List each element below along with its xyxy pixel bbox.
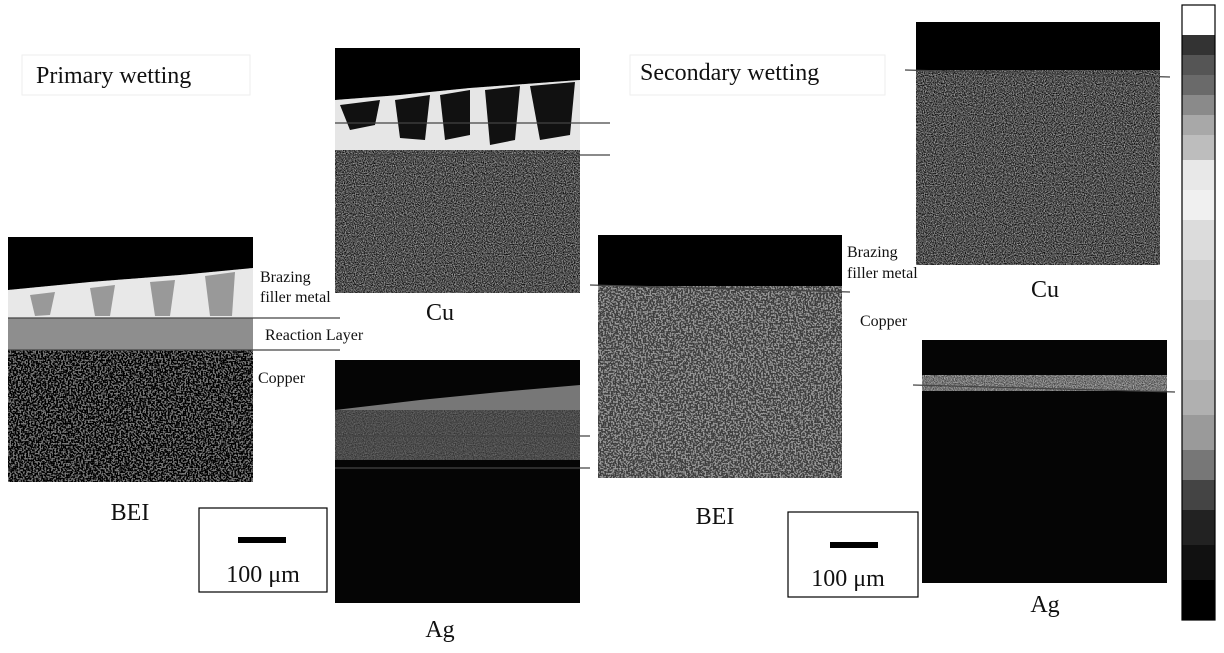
primary-scale-bar: 100 μm (199, 508, 327, 592)
figure: Primary wetting Cu Brazing filler metal … (0, 0, 1224, 648)
primary-bei-label: BEI (111, 500, 150, 526)
secondary-title-box: Secondary wetting (630, 55, 885, 95)
secondary-ag-label: Ag (1030, 592, 1059, 618)
primary-ag-label: Ag (425, 617, 454, 643)
secondary-title: Secondary wetting (640, 60, 819, 86)
page: {"primary": {"title": "Primary wetting",… (0, 0, 1224, 648)
primary-filler-label: filler metal (260, 289, 331, 306)
secondary-filler-label: filler metal (847, 265, 918, 282)
primary-title-box: Primary wetting (22, 55, 250, 95)
secondary-cu-label: Cu (1031, 277, 1059, 303)
primary-cu-map (335, 48, 610, 293)
color-bar (1182, 5, 1215, 620)
secondary-scale-bar: 100 μm (788, 512, 918, 597)
primary-scale-label: 100 μm (226, 562, 300, 588)
secondary-bei-label: BEI (696, 504, 735, 530)
primary-title: Primary wetting (36, 63, 191, 89)
secondary-ag-map (913, 340, 1175, 583)
secondary-copper-label: Copper (860, 313, 908, 330)
secondary-bei-image (590, 235, 850, 478)
secondary-brazing-label: Brazing (847, 244, 898, 261)
primary-cu-label: Cu (426, 300, 454, 326)
primary-copper-label: Copper (258, 370, 306, 387)
primary-brazing-label: Brazing (260, 269, 311, 286)
primary-reaction-label: Reaction Layer (265, 327, 364, 344)
secondary-cu-map (905, 22, 1170, 265)
secondary-scale-label: 100 μm (811, 566, 885, 592)
primary-ag-map (335, 360, 590, 603)
